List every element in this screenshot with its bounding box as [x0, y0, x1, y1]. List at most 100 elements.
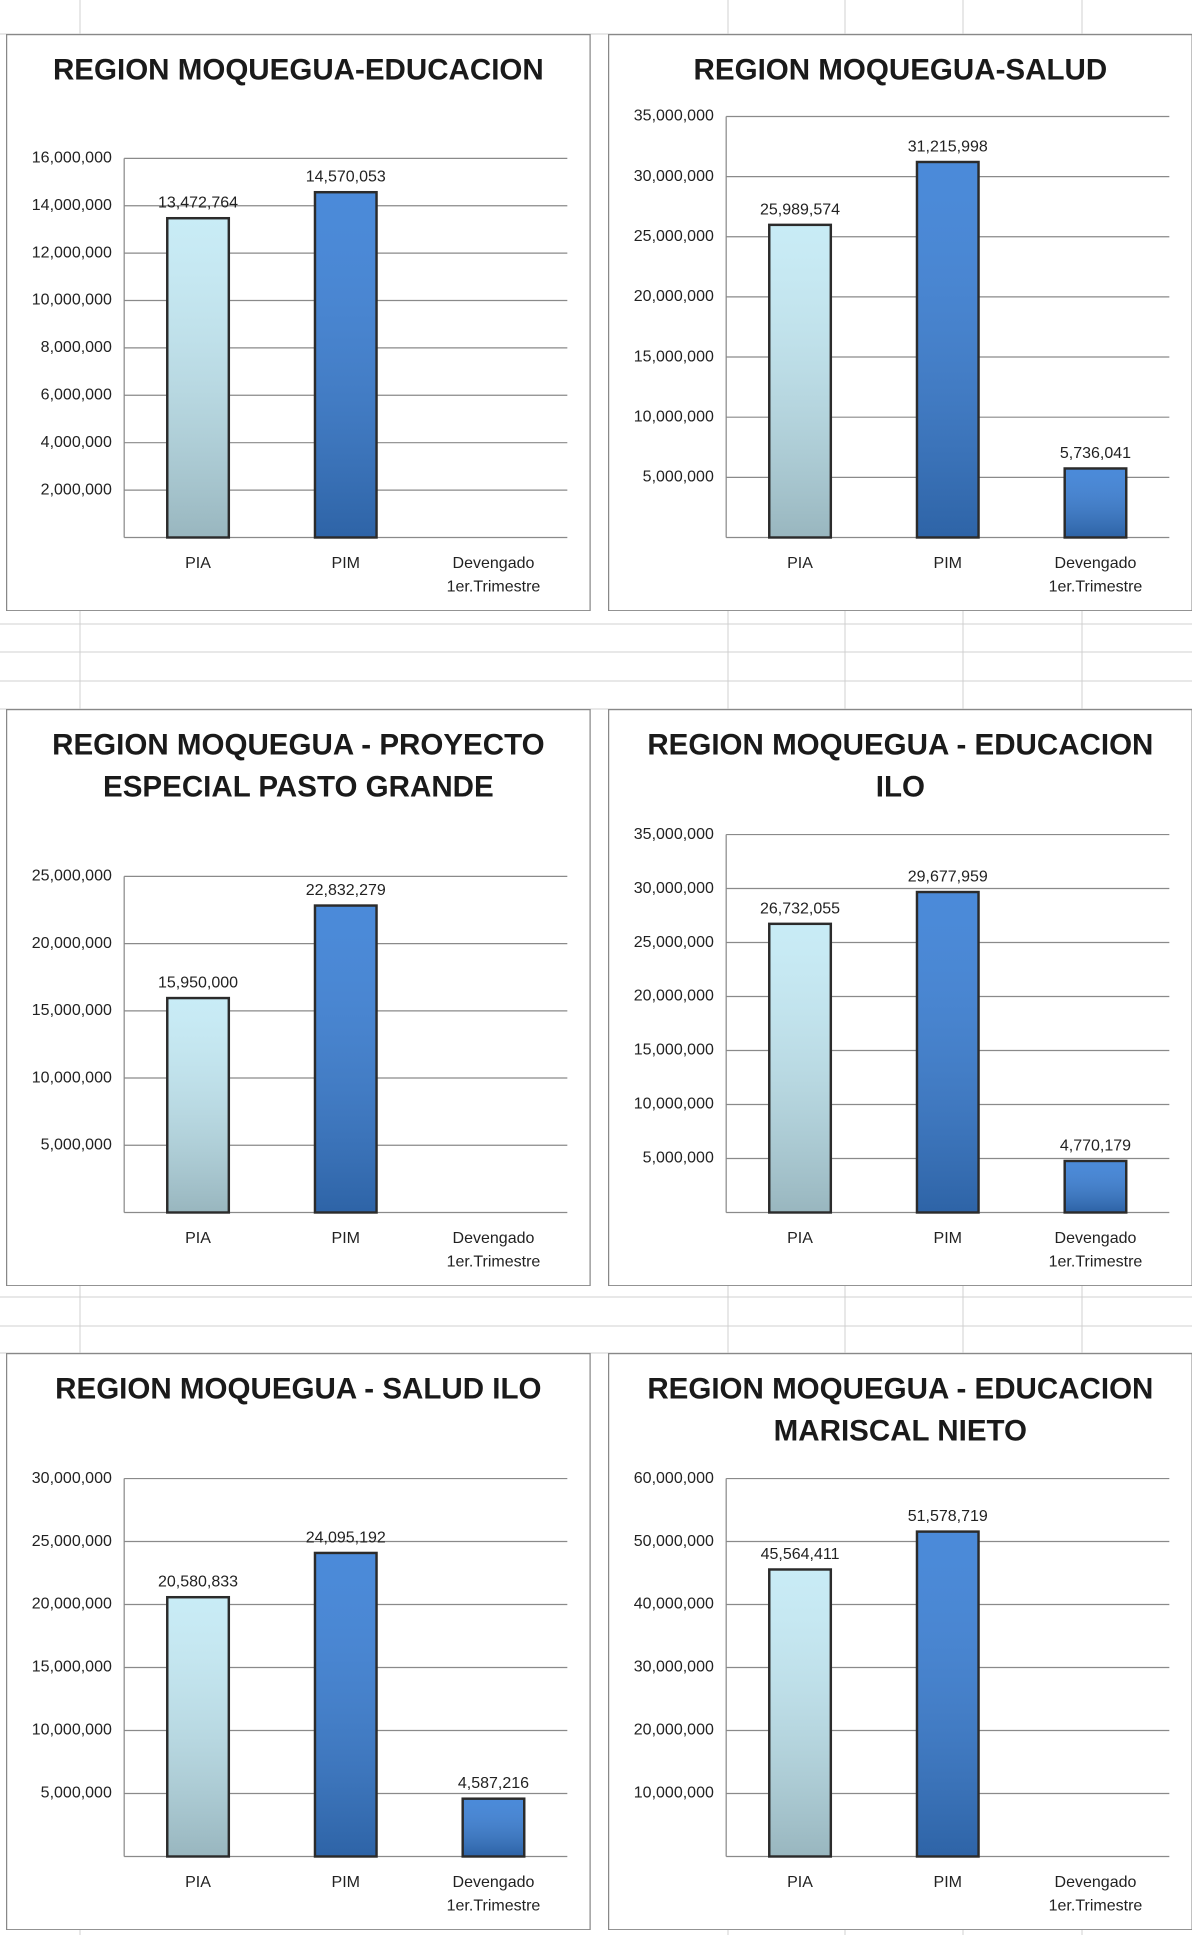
title-box: REGION MOQUEGUA-SALUD	[693, 53, 1108, 87]
y-tick-label: 40,000,000	[634, 1596, 714, 1613]
x-tick-label: PIA	[787, 1228, 813, 1247]
y-tick-label: 25,000,000	[634, 228, 714, 245]
x-label-box: Devengado 1er.Trimestre	[1048, 1872, 1143, 1915]
plot: 10,000,000 20,000,000 30,000,000 40,000,000…	[634, 1470, 1170, 1915]
y-tick-label: 5,000,000	[41, 1785, 112, 1802]
y-tick-label: 4,000,000	[41, 434, 112, 451]
chart-title: REGION MOQUEGUA - EDUCACION ILO	[647, 728, 1154, 804]
plot: 2,000,000 4,000,000 6,000,000 8,000,000 10,0…	[32, 150, 568, 596]
value-label: 51,578,719	[908, 1508, 988, 1525]
x-label-box: PIA	[787, 1228, 813, 1247]
value-label: 15,950,000	[158, 975, 238, 992]
y-tick-label: 25,000,000	[32, 1533, 112, 1550]
x-tick-label: PIA	[787, 553, 813, 572]
y-tick-label: 15,000,000	[32, 1002, 112, 1019]
y-tick-label: 15,000,000	[634, 348, 714, 365]
x-tick-label: Devengado 1er.Trimestre	[1048, 553, 1143, 596]
bar-shade	[316, 193, 376, 537]
chart: REGION MOQUEGUA - PROYECTO ESPECIAL PAST…	[6, 709, 591, 1287]
y-tick-label: 20,000,000	[32, 935, 112, 952]
y-tick-label: 10,000,000	[634, 1096, 714, 1113]
chart-title: REGION MOQUEGUA-SALUD	[693, 53, 1108, 87]
x-tick-label: PIM	[331, 1228, 360, 1247]
x-tick-label: Devengado 1er.Trimestre	[1048, 1228, 1143, 1271]
bar-shade	[770, 925, 830, 1212]
x-tick-label: PIM	[933, 1228, 962, 1247]
x-tick-label: Devengado 1er.Trimestre	[446, 553, 541, 596]
y-tick-label: 20,000,000	[634, 1722, 714, 1739]
value-label: 4,587,216	[458, 1775, 529, 1792]
value-label: 31,215,998	[908, 138, 988, 155]
bar-shade	[1065, 469, 1126, 537]
title-box: REGION MOQUEGUA-EDUCACION	[52, 53, 544, 87]
plot: 5,000,000 10,000,000 15,000,000 20,000,000 2…	[32, 868, 568, 1270]
y-tick-label: 20,000,000	[32, 1596, 112, 1613]
y-tick-label: 15,000,000	[32, 1659, 112, 1676]
x-label-box: Devengado 1er.Trimestre	[1048, 1228, 1143, 1271]
y-tick-label: 2,000,000	[41, 481, 112, 498]
x-label-box: PIM	[933, 553, 962, 572]
bar-shade	[918, 1532, 978, 1856]
chart: REGION MOQUEGUA - SALUD ILO 5,000,000 10,0…	[6, 1353, 591, 1931]
x-tick-label: PIM	[933, 1872, 962, 1891]
x-tick-label: PIA	[185, 1872, 211, 1891]
x-label-box: PIA	[787, 553, 813, 572]
bar-shade	[463, 1799, 524, 1856]
value-label: 22,832,279	[306, 882, 386, 899]
x-tick-label: Devengado 1er.Trimestre	[1048, 1872, 1143, 1915]
y-tick-label: 25,000,000	[32, 868, 112, 885]
value-label: 14,570,053	[306, 169, 386, 186]
y-tick-label: 5,000,000	[643, 1150, 714, 1167]
x-tick-label: PIA	[787, 1872, 813, 1891]
x-label-box: PIA	[787, 1872, 813, 1891]
y-tick-label: 5,000,000	[41, 1136, 112, 1153]
bar-shade	[168, 219, 228, 537]
y-tick-label: 12,000,000	[32, 244, 112, 261]
bar-shade	[770, 1570, 830, 1856]
x-tick-label: PIM	[933, 553, 962, 572]
y-tick-label: 10,000,000	[32, 1722, 112, 1739]
bar-shade	[918, 893, 978, 1212]
chart-frame	[6, 34, 591, 612]
y-tick-label: 20,000,000	[634, 288, 714, 305]
chart-frame	[608, 1353, 1192, 1931]
y-tick-label: 10,000,000	[634, 408, 714, 425]
y-tick-label: 35,000,000	[634, 826, 714, 843]
y-tick-label: 25,000,000	[634, 934, 714, 951]
y-tick-label: 30,000,000	[634, 880, 714, 897]
x-tick-label: PIM	[331, 1872, 360, 1891]
y-tick-label: 10,000,000	[32, 292, 112, 309]
title-box: REGION MOQUEGUA - EDUCACION ILO	[647, 728, 1154, 804]
x-tick-label: PIA	[185, 1228, 211, 1247]
bar-shade	[918, 163, 978, 537]
value-label: 29,677,959	[908, 868, 988, 885]
chart-title: REGION MOQUEGUA - SALUD ILO	[55, 1372, 542, 1406]
plot: 5,000,000 10,000,000 15,000,000 20,000,000 2…	[32, 1470, 568, 1914]
y-tick-label: 20,000,000	[634, 988, 714, 1005]
chart-title: REGION MOQUEGUA-EDUCACION	[52, 53, 544, 87]
y-tick-label: 14,000,000	[32, 197, 112, 214]
x-label-box: PIA	[185, 1872, 211, 1891]
x-label-box: PIA	[185, 553, 211, 571]
bar-shade	[1065, 1162, 1126, 1212]
y-tick-label: 16,000,000	[32, 150, 112, 167]
chart-frame	[6, 709, 591, 1287]
value-label: 45,564,411	[761, 1546, 840, 1563]
plot: 5,000,000 10,000,000 15,000,000 20,000,000 2…	[634, 108, 1170, 596]
chart: REGION MOQUEGUA - EDUCACION ILO 5,000,000…	[608, 709, 1192, 1287]
value-label: 20,580,833	[158, 1574, 238, 1591]
chart: REGION MOQUEGUA-SALUD 5,000,000 10,000,000…	[608, 34, 1192, 612]
value-label: 13,472,764	[158, 195, 238, 212]
title-box: REGION MOQUEGUA - PROYECTO ESPECIAL PAST…	[52, 728, 545, 804]
chart-title: REGION MOQUEGUA - PROYECTO ESPECIAL PAST…	[52, 728, 545, 804]
x-label-box: PIM	[933, 1872, 962, 1891]
y-tick-label: 10,000,000	[32, 1069, 112, 1086]
chart-title: REGION MOQUEGUA - EDUCACION MARISCAL NIE…	[647, 1372, 1154, 1448]
y-tick-label: 30,000,000	[634, 1659, 714, 1676]
x-tick-label: PIM	[331, 553, 360, 572]
y-tick-label: 35,000,000	[634, 108, 714, 125]
chart: REGION MOQUEGUA-EDUCACION 2,000,000 4,000,…	[6, 34, 591, 612]
bar-shade	[168, 999, 228, 1212]
bar-shade	[770, 226, 830, 537]
